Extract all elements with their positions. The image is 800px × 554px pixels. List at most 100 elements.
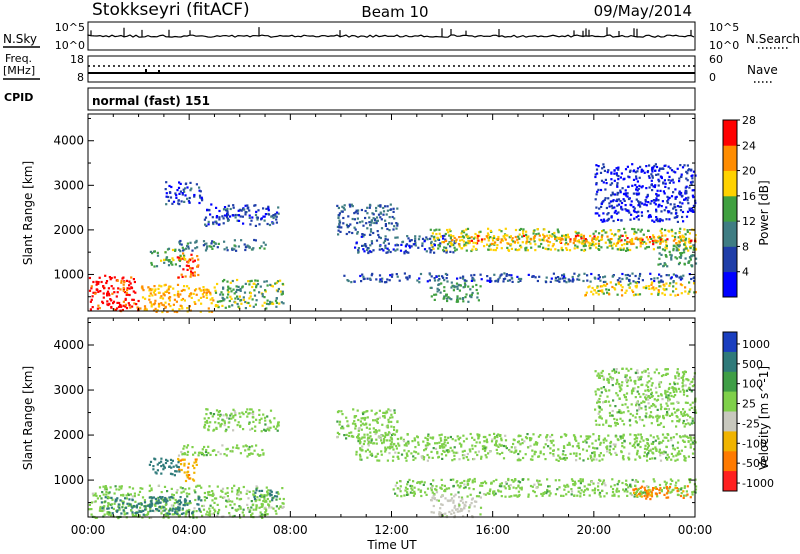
data-cell [172,504,175,507]
data-cell [153,265,156,268]
data-cell [456,285,459,288]
data-cell [567,236,570,239]
data-cell [123,281,126,284]
data-cell [118,488,121,491]
data-cell [565,248,569,251]
data-cell [169,458,173,461]
data-cell [106,507,109,510]
data-cell [185,512,188,516]
data-cell [251,248,254,251]
data-cell [650,495,654,498]
data-cell [363,250,366,253]
data-cell [455,238,458,241]
data-cell [504,277,507,280]
data-cell [667,439,670,442]
data-cell [572,279,575,282]
data-cell [563,433,566,436]
data-cell [515,487,518,490]
data-cell [443,438,446,441]
data-cell [337,410,340,413]
data-cell [533,453,536,456]
data-cell [522,230,525,233]
data-cell [266,299,269,302]
data-cell [378,280,381,283]
data-cell [217,223,220,226]
data-cell [372,231,375,235]
data-cell [690,168,693,171]
data-cell [539,434,542,437]
data-cell [378,248,381,251]
data-cell [465,228,468,231]
data-cell [673,448,676,451]
data-cell [654,163,657,166]
data-cell [275,297,278,300]
data-cell [694,262,698,265]
data-cell [259,495,262,498]
data-cell [587,457,590,460]
data-cell [563,484,566,487]
data-cell [625,209,628,212]
data-cell [386,247,389,250]
data-cell [160,295,163,298]
data-cell [602,218,606,221]
data-cell [525,242,528,245]
data-cell [603,169,606,172]
data-cell [403,272,406,275]
data-cell [397,451,400,454]
data-cell [591,489,594,492]
data-cell [90,287,93,290]
data-cell [537,455,541,458]
data-cell [255,299,258,302]
data-cell [170,262,173,265]
y-tick-label: 2000 [53,223,84,237]
data-cell [452,501,455,504]
data-cell [692,436,695,439]
data-cell [654,439,657,442]
data-cell [666,265,669,268]
data-cell [655,197,658,200]
data-cell [547,247,550,251]
data-cell [600,235,603,238]
data-cell [645,394,648,397]
data-cell [444,238,447,241]
data-cell [453,454,456,457]
data-cell [182,252,185,255]
data-cell [343,208,346,211]
data-cell [178,507,181,510]
data-cell [680,413,683,416]
data-cell [612,219,615,223]
data-cell [282,302,285,305]
data-cell [210,242,213,245]
data-cell [171,509,174,512]
data-cell [376,420,379,423]
data-cell [166,310,169,313]
data-cell [628,241,631,244]
data-cell [688,423,691,426]
data-cell [416,481,419,484]
data-cell [658,281,661,284]
data-cell [386,238,389,241]
data-cell [338,219,341,222]
freq-trace-blips [145,69,160,73]
data-cell [459,297,462,300]
data-cell [548,490,551,493]
data-cell [656,420,659,423]
data-cell [405,493,409,496]
data-cell [231,487,234,490]
data-cell [218,410,221,413]
data-cell [393,409,396,412]
data-cell [467,300,470,303]
data-cell [261,503,264,506]
data-cell [177,454,181,457]
data-cell [404,249,407,252]
data-cell [557,237,560,240]
data-cell [576,240,579,243]
data-cell [216,512,220,515]
data-cell [248,421,251,424]
data-cell [405,444,408,447]
data-cell [634,484,637,487]
data-cell [639,486,642,490]
data-cell [512,442,515,446]
data-cell [379,278,382,281]
data-cell [632,280,635,283]
